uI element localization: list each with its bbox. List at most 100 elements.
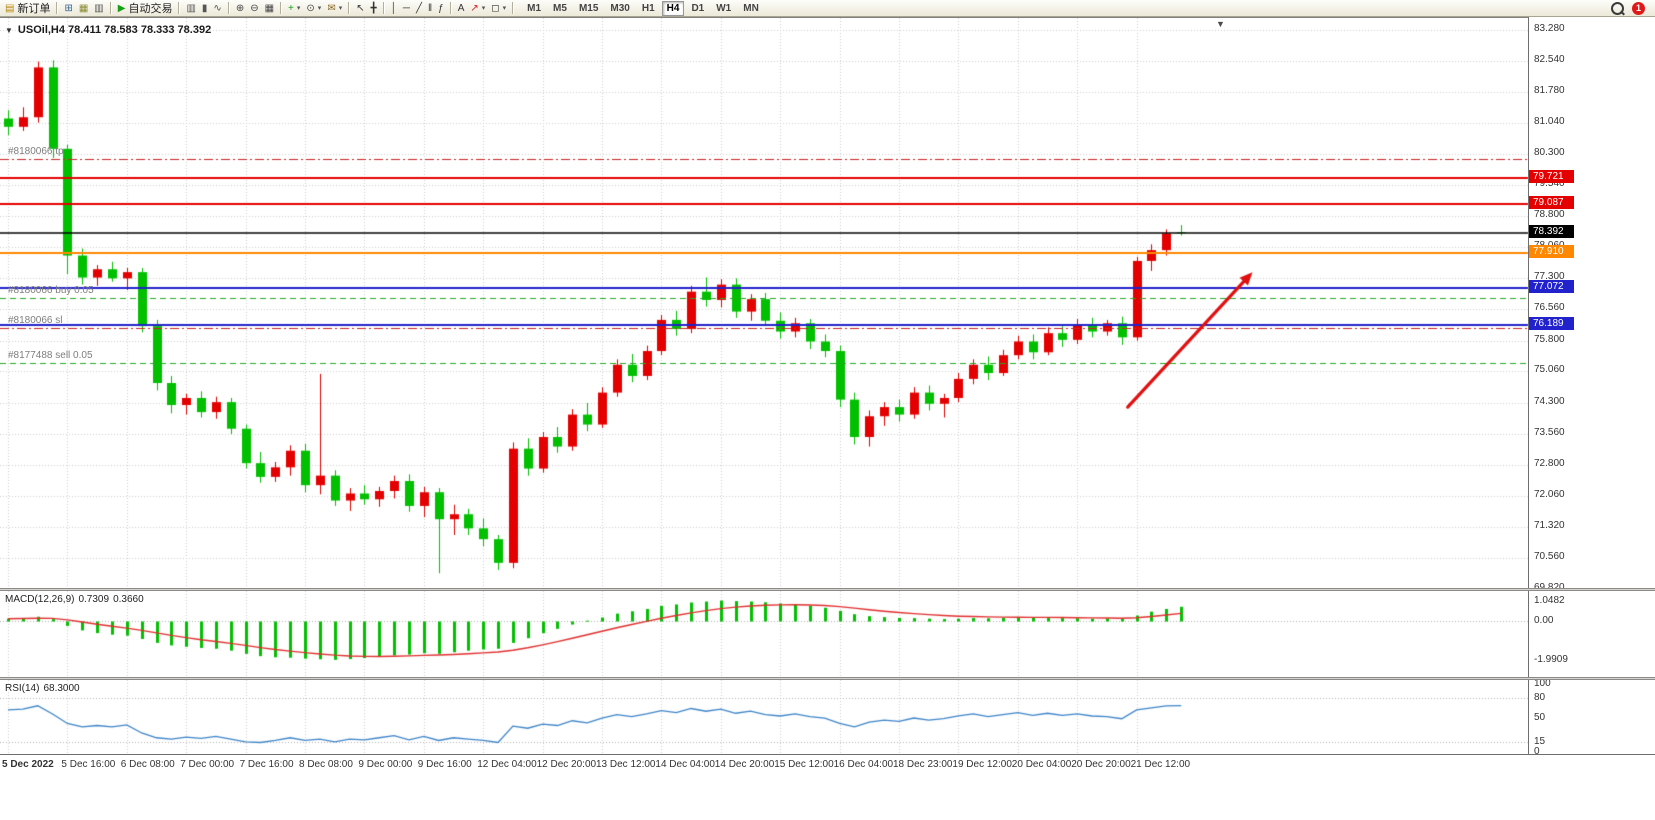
timeframe-m30-button[interactable]: M30	[605, 1, 634, 16]
rsi-axis-tick: 15	[1534, 735, 1546, 747]
price-tick: 75.800	[1534, 333, 1565, 345]
price-tick: 83.280	[1534, 23, 1565, 35]
price-tag: 79.721	[1529, 169, 1574, 183]
timeframe-w1-button[interactable]: W1	[711, 1, 736, 16]
dropdown-caret-icon: ▾	[502, 5, 507, 12]
one-click-trading-collapse-icon[interactable]: ▼	[5, 25, 13, 35]
dropdown-caret-icon: ▾	[338, 5, 343, 12]
auto-trading-button[interactable]: ▶ 自动交易	[115, 1, 176, 16]
arrow-tool-icon: ↗	[470, 2, 479, 14]
toolbar-separator	[348, 2, 351, 14]
rsi-canvas[interactable]	[0, 680, 1655, 754]
crosshair-tool-button[interactable]: ╋	[368, 1, 380, 16]
time-label: 12 Dec 04:00	[477, 759, 537, 770]
macd-canvas[interactable]	[0, 591, 1655, 677]
rsi-label: RSI(14) 68.3000	[5, 683, 84, 694]
horizontal-line-tool-button[interactable]: ─	[400, 1, 413, 16]
time-label: 18 Dec 23:00	[893, 759, 953, 770]
timeframe-m1-button[interactable]: M1	[522, 1, 546, 16]
zoom-in-button[interactable]: ⊕	[233, 1, 247, 16]
dropdown-caret-icon: ▾	[317, 5, 322, 12]
new-order-label: 新订单	[17, 3, 51, 15]
time-label: 5 Dec 2022	[2, 759, 54, 770]
time-label: 9 Dec 16:00	[417, 759, 472, 770]
main-chart-canvas[interactable]	[0, 18, 1655, 589]
text-tool-button[interactable]: A	[455, 1, 468, 16]
rsi-name: RSI(14)	[5, 683, 40, 694]
timeframe-h4-button[interactable]: H4	[661, 0, 685, 16]
zoom-out-button[interactable]: ⊖	[247, 1, 261, 16]
arrow-tool-button[interactable]: ↗ ▾	[467, 1, 488, 16]
toolbar-separator	[56, 2, 59, 14]
period-selector-button[interactable]: ⊙ ▾	[303, 1, 324, 16]
fibonacci-tool-button[interactable]: ƒ	[435, 1, 447, 16]
price-tick: 77.300	[1534, 271, 1565, 283]
toolbar-right: 1	[1611, 1, 1653, 15]
market-watch-button[interactable]: ▥	[91, 1, 106, 16]
time-label: 7 Dec 00:00	[180, 759, 235, 770]
timeframe-m5-button[interactable]: M5	[548, 1, 572, 16]
add-indicator-button[interactable]: + ▾	[285, 1, 303, 16]
panel-separator[interactable]	[0, 677, 1655, 680]
new-order-button[interactable]: ▤ 新订单	[2, 1, 53, 16]
rsi-axis-tick: 100	[1534, 678, 1551, 689]
time-label: 15 Dec 12:00	[774, 759, 834, 770]
auto-trading-icon: ▶	[117, 2, 126, 14]
chart-title: ▼ USOil,H4 78.411 78.583 78.333 78.392	[5, 24, 211, 36]
rsi-axis-tick: 0	[1534, 746, 1540, 758]
macd-name: MACD(12,26,9)	[5, 594, 75, 605]
channel-tool-icon: ‖	[428, 2, 433, 14]
price-tick: 78.800	[1534, 209, 1565, 221]
timeframe-h1-button[interactable]: H1	[637, 1, 660, 16]
dropdown-caret-icon: ▾	[296, 5, 301, 12]
toolbar-button-groups: ▤ 新订单 ⊞ ▦ ▥ ▶ 自动交易 ▥ ▮ ∿ ⊕ ⊖ ▦ + ▾ ⊙ ▾ ✉ ▾ ↖ ╋ │ ─ ╱ ‖ ƒ A ↗ ▾ ◻ ▾	[2, 1, 509, 16]
time-label: 21 Dec 12:00	[1130, 759, 1191, 770]
timeframe-m15-button[interactable]: M15	[574, 1, 603, 16]
bar-chart-type-button[interactable]: ▥	[183, 1, 198, 16]
toolbar-separator	[280, 2, 283, 14]
price-tick: 79.540	[1534, 178, 1565, 190]
macd-main-value: 0.7309	[78, 594, 110, 605]
chart-window-button[interactable]: ⊞	[61, 1, 75, 16]
template-icon: ✉	[327, 2, 336, 14]
search-icon[interactable]	[1611, 1, 1624, 15]
tile-windows-button[interactable]: ▦	[262, 1, 277, 16]
text-tool-icon: A	[457, 2, 465, 14]
time-axis[interactable]: 5 Dec 2022 5 Dec 16:00 6 Dec 08:00 7 Dec 00…	[0, 754, 1655, 820]
auto-trading-label: 自动交易	[128, 3, 173, 15]
fibonacci-tool-icon: ƒ	[438, 2, 444, 14]
time-label: 14 Dec 20:00	[714, 759, 775, 770]
price-tick: 71.320	[1534, 519, 1565, 531]
vertical-line-tool-button[interactable]: │	[388, 1, 400, 16]
profiles-button[interactable]: ▦	[76, 1, 91, 16]
candlestick-type-button[interactable]: ▮	[199, 1, 211, 16]
cursor-tool-button[interactable]: ↖	[353, 1, 367, 16]
chart-shift-marker-icon: ▼	[1216, 19, 1225, 29]
cursor-tool-icon: ↖	[356, 2, 365, 14]
timeframe-mn-button[interactable]: MN	[738, 1, 764, 16]
panel-separator[interactable]	[0, 588, 1655, 591]
shapes-tool-icon: ◻	[491, 2, 500, 14]
add-indicator-icon: +	[288, 2, 294, 14]
timeframe-d1-button[interactable]: D1	[686, 1, 709, 16]
trendline-tool-button[interactable]: ╱	[413, 1, 425, 16]
line-chart-type-button[interactable]: ∿	[210, 1, 224, 16]
channel-tool-button[interactable]: ‖	[425, 1, 435, 16]
shapes-tool-button[interactable]: ◻ ▾	[488, 1, 509, 16]
order-line-label[interactable]: #8177488 sell 0.05	[8, 350, 93, 362]
toolbar-separator	[227, 2, 230, 14]
order-line-label[interactable]: #8180066 tp	[8, 146, 64, 158]
toolbar-separator	[449, 2, 452, 14]
toolbar-separator	[109, 2, 112, 14]
template-button[interactable]: ✉ ▾	[324, 1, 345, 16]
time-label: 14 Dec 04:00	[655, 759, 715, 770]
price-tick: 81.780	[1534, 85, 1565, 97]
price-tick: 73.560	[1534, 426, 1565, 438]
toolbar-separator	[382, 2, 385, 14]
price-axis[interactable]: 83.280 82.540 81.780 81.040 80.300 79.540 78.8…	[1528, 17, 1655, 758]
notification-badge[interactable]: 1	[1632, 1, 1645, 15]
order-line-label[interactable]: #8180066 buy 0.05	[8, 284, 94, 296]
profiles-icon: ▦	[78, 2, 89, 14]
order-line-label[interactable]: #8180066 sl	[8, 315, 63, 327]
price-tick: 70.560	[1534, 551, 1565, 563]
